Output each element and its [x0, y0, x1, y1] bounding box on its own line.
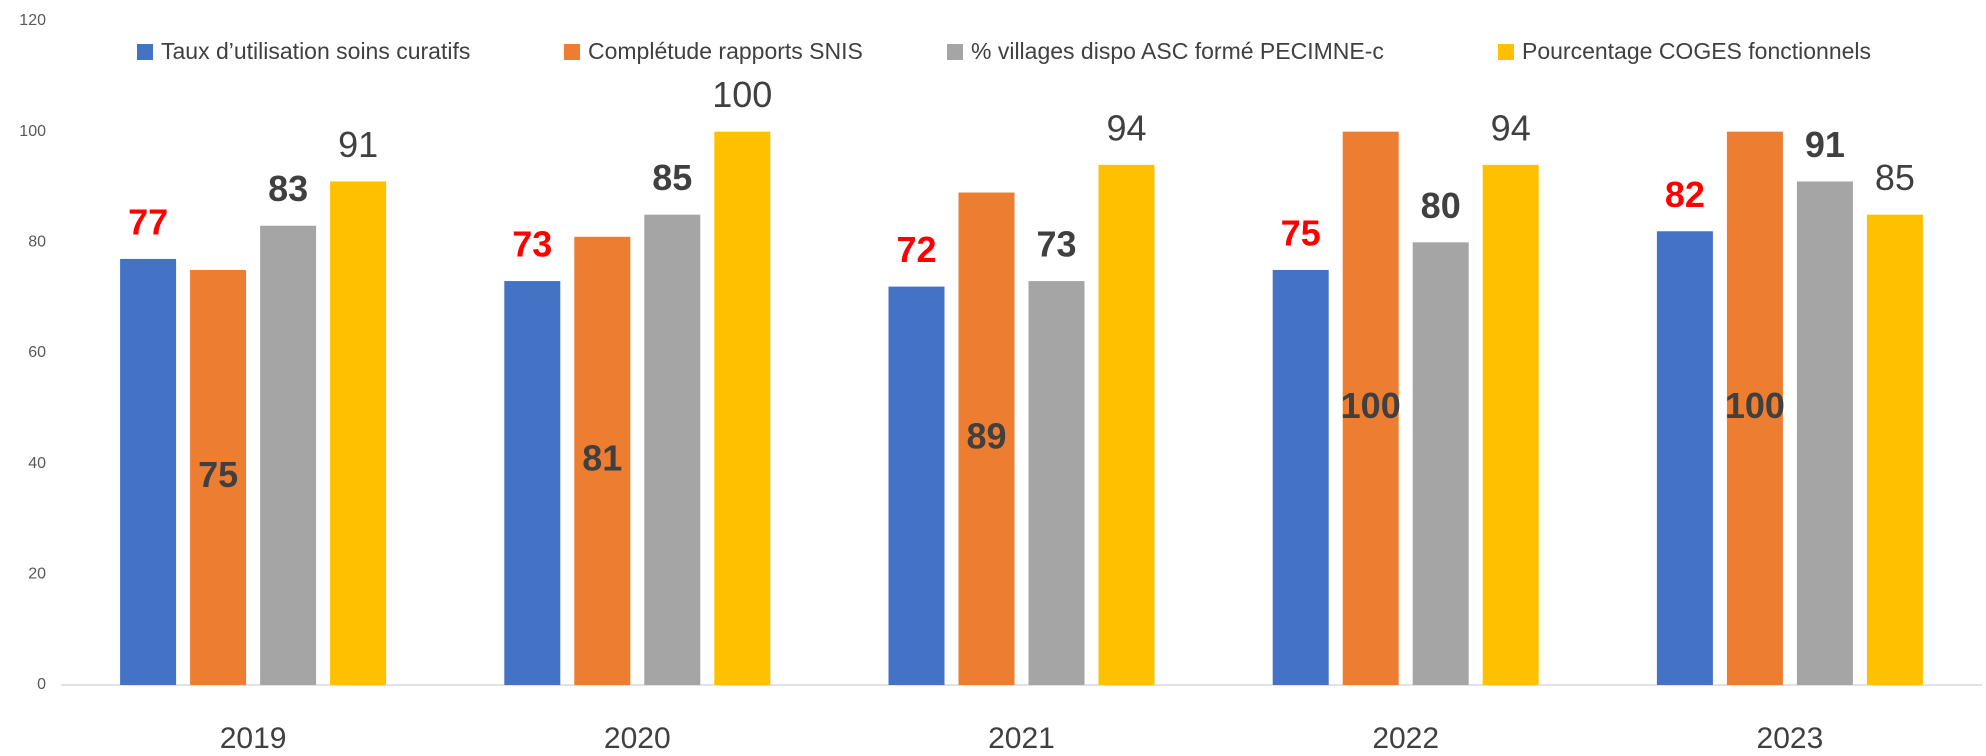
x-tick-label: 2019: [220, 722, 287, 755]
bar: [574, 236, 631, 686]
value-label: 80: [1421, 185, 1461, 226]
bar: [1098, 164, 1155, 685]
value-label: 91: [338, 124, 378, 165]
bar: [888, 286, 945, 685]
bar: [1796, 181, 1853, 685]
bar: [1656, 231, 1713, 685]
value-label: 75: [198, 454, 238, 495]
bar: [1342, 131, 1399, 685]
bar: [644, 214, 701, 685]
legend-swatch: [947, 44, 963, 60]
bar: [330, 181, 387, 685]
value-label: 91: [1805, 124, 1845, 165]
bar: [190, 270, 247, 685]
x-tick-label: 2023: [1757, 722, 1824, 755]
value-label: 100: [1725, 385, 1785, 426]
bar: [1028, 281, 1085, 685]
legend-label: Pourcentage COGES fonctionnels: [1522, 38, 1871, 64]
value-label: 83: [268, 168, 308, 209]
value-label: 85: [652, 157, 692, 198]
value-label: 73: [512, 224, 552, 265]
value-label: 100: [1341, 385, 1401, 426]
y-tick-label: 40: [28, 455, 46, 472]
bar: [958, 192, 1015, 686]
value-label: 94: [1491, 107, 1531, 148]
bar: [714, 131, 771, 685]
bar: [260, 225, 317, 685]
y-tick-label: 0: [37, 676, 46, 693]
bar: [1482, 164, 1539, 685]
bar: [504, 281, 561, 685]
legend-label: Taux d’utilisation soins curatifs: [161, 38, 470, 64]
bar: [1726, 131, 1783, 685]
x-tick-label: 2020: [604, 722, 671, 755]
value-label: 72: [896, 229, 936, 270]
x-tick-label: 2021: [988, 722, 1055, 755]
y-tick-label: 80: [28, 234, 46, 251]
value-label: 89: [966, 415, 1006, 456]
value-label: 81: [582, 437, 622, 478]
x-tick-label: 2022: [1372, 722, 1439, 755]
legend-label: Complétude rapports SNIS: [588, 38, 863, 64]
value-label: 75: [1281, 213, 1321, 254]
y-tick-label: 20: [28, 566, 46, 583]
value-label: 94: [1106, 107, 1146, 148]
legend-label: % villages dispo ASC formé PECIMNE-c: [971, 38, 1384, 64]
bar: [1412, 242, 1469, 686]
value-label: 82: [1665, 174, 1705, 215]
value-label: 77: [128, 201, 168, 242]
bar: [120, 258, 177, 685]
y-tick-label: 60: [28, 344, 46, 361]
value-label: 73: [1036, 224, 1076, 265]
legend-swatch: [137, 44, 153, 60]
legend-swatch: [1498, 44, 1514, 60]
bar: [1272, 270, 1329, 685]
value-label: 100: [712, 74, 772, 115]
y-tick-label: 120: [19, 12, 46, 29]
bar: [1866, 214, 1923, 685]
legend-swatch: [564, 44, 580, 60]
y-tick-label: 100: [19, 123, 46, 140]
value-label: 85: [1875, 157, 1915, 198]
